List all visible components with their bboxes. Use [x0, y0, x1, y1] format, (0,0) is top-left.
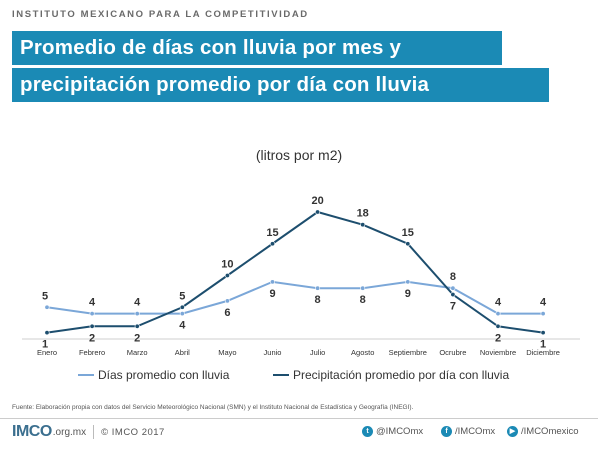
- chart-title-line-2: precipitación promedio por día con lluvi…: [12, 68, 549, 102]
- facebook-link[interactable]: f /IMCOmx: [441, 426, 495, 437]
- youtube-handle: /IMCOmexico: [521, 426, 579, 437]
- data-label: 6: [224, 307, 230, 319]
- data-label: 5: [179, 290, 185, 302]
- data-label: 1: [540, 339, 546, 351]
- data-label: 4: [179, 320, 186, 332]
- legend-swatch-dias: [78, 374, 94, 376]
- data-point: [134, 311, 140, 317]
- data-point: [360, 285, 366, 291]
- data-point: [269, 241, 275, 247]
- data-point: [450, 285, 456, 291]
- data-label: 8: [450, 271, 456, 283]
- facebook-icon: f: [441, 426, 452, 437]
- x-tick-label: Noviembre: [480, 348, 516, 357]
- data-label: 4: [495, 297, 502, 309]
- org-name: INSTITUTO MEXICANO PARA LA COMPETITIVIDA…: [12, 9, 309, 20]
- x-tick-label: Mayo: [218, 348, 236, 357]
- data-point: [89, 311, 95, 317]
- data-label: 1: [42, 339, 48, 351]
- footer-divider: [0, 418, 598, 419]
- imco-url[interactable]: .org.mx: [52, 426, 87, 438]
- data-point: [44, 304, 50, 310]
- data-label: 15: [266, 227, 278, 239]
- data-point: [315, 209, 321, 215]
- data-point: [89, 323, 95, 329]
- data-point: [540, 311, 546, 317]
- x-tick-label: Enero: [37, 348, 57, 357]
- youtube-link[interactable]: ▶ /IMCOmexico: [507, 426, 579, 437]
- data-point: [360, 222, 366, 228]
- data-label: 4: [134, 297, 141, 309]
- data-label: 9: [405, 288, 411, 300]
- data-label: 10: [221, 259, 233, 271]
- data-point: [405, 241, 411, 247]
- data-label: 20: [311, 195, 323, 207]
- data-point: [134, 323, 140, 329]
- data-point: [495, 323, 501, 329]
- data-point: [269, 279, 275, 285]
- data-label: 4: [89, 297, 96, 309]
- copyright: © IMCO 2017: [101, 426, 165, 438]
- x-tick-label: Julio: [310, 348, 325, 357]
- data-point: [495, 311, 501, 317]
- data-label: 2: [495, 332, 501, 344]
- chart-title-line-1: Promedio de días con lluvia por mes y: [12, 31, 502, 65]
- data-point: [179, 311, 185, 317]
- source-note: Fuente: Elaboración propia con datos del…: [12, 404, 414, 411]
- legend-item-dias: Días promedio con lluvia: [78, 368, 229, 382]
- data-point: [405, 279, 411, 285]
- legend-label-precipitacion: Precipitación promedio por día con lluvi…: [293, 368, 510, 382]
- x-tick-label: Junio: [264, 348, 282, 357]
- data-point: [224, 298, 230, 304]
- twitter-handle: @IMCOmx: [376, 426, 424, 437]
- data-label: 15: [402, 227, 414, 239]
- data-label: 5: [42, 290, 48, 302]
- x-tick-label: Agosto: [351, 348, 374, 357]
- data-label: 4: [540, 297, 547, 309]
- imco-logo[interactable]: IMCO: [12, 423, 52, 440]
- chart-subtitle: (litros por m2): [255, 147, 343, 163]
- facebook-handle: /IMCOmx: [455, 426, 496, 437]
- legend-label-dias: Días promedio con lluvia: [98, 368, 230, 382]
- x-tick-label: Febrero: [79, 348, 105, 357]
- legend-item-precipitacion: Precipitación promedio por día con lluvi…: [273, 368, 509, 382]
- youtube-icon: ▶: [507, 426, 518, 437]
- data-label: 2: [89, 332, 95, 344]
- x-tick-label: Abril: [175, 348, 190, 357]
- data-label: 7: [450, 301, 456, 313]
- data-label: 18: [357, 208, 369, 220]
- series-line-precipitacion: [46, 210, 544, 334]
- twitter-icon: t: [362, 426, 373, 437]
- data-label: 2: [134, 332, 140, 344]
- footer-separator: [93, 425, 95, 439]
- data-point: [179, 304, 185, 310]
- x-tick-label: Diciembre: [526, 348, 560, 357]
- data-point: [450, 292, 456, 298]
- twitter-link[interactable]: t @IMCOmx: [362, 426, 423, 437]
- data-label: 8: [315, 294, 321, 306]
- data-point: [540, 330, 546, 336]
- data-point: [44, 330, 50, 336]
- legend-swatch-precipitacion: [273, 374, 289, 376]
- data-label: 9: [269, 288, 275, 300]
- footer-brand: IMCO .org.mx © IMCO 2017: [12, 423, 165, 441]
- data-label: 8: [360, 294, 366, 306]
- data-point: [315, 285, 321, 291]
- x-tick-label: Marzo: [127, 348, 148, 357]
- x-tick-label: Septiembre: [389, 348, 427, 357]
- x-tick-label: Ocrubre: [439, 348, 466, 357]
- data-point: [224, 272, 230, 278]
- series-line-dias: [46, 280, 544, 315]
